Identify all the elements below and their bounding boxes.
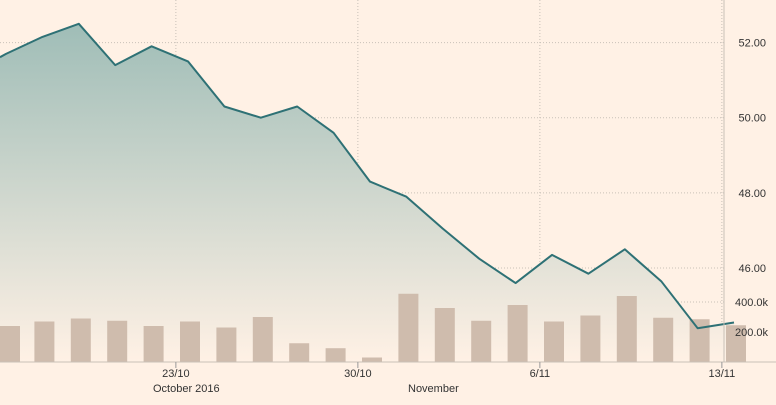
volume-bar [580, 315, 601, 362]
volume-bars [0, 293, 746, 362]
volume-bar [544, 321, 564, 362]
price-line [0, 22, 735, 330]
x-tick-label: 13/11 [709, 368, 736, 380]
volume-bar [325, 348, 346, 362]
volume-bar [507, 305, 528, 362]
volume-bar [653, 317, 674, 362]
x-tick-label: 30/10 [344, 368, 372, 380]
volume-bar [726, 325, 746, 362]
y-tick-label: 52.00 [738, 38, 766, 50]
volume-bar [252, 317, 273, 362]
volume-bar [362, 357, 382, 362]
volume-bar [289, 343, 310, 362]
volume-bar [434, 308, 455, 362]
volume-bar [34, 321, 55, 362]
volume-bar [616, 296, 637, 362]
period-label: October 2016 [153, 383, 220, 395]
volume-bar [216, 327, 237, 362]
price-line-group [0, 22, 735, 330]
volume-tick-label: 200.0k [735, 327, 769, 339]
volume-bar [107, 320, 128, 362]
volume-bar [471, 320, 492, 362]
volume-bar [143, 326, 164, 362]
volume-bar [0, 326, 20, 362]
price-area-fill [0, 23, 734, 363]
volume-bar [70, 318, 91, 362]
volume-bar [689, 319, 710, 362]
volume-bar [180, 321, 200, 362]
y-tick-label: 46.00 [738, 263, 766, 275]
axes: 46.00 48.00 50.00 52.00 200.0k 400.0k 23/10 30/… [0, 0, 776, 395]
volume-tick-label: 400.0k [735, 297, 769, 309]
y-tick-label: 48.00 [738, 188, 766, 200]
y-tick-label: 50.00 [738, 113, 766, 125]
price-area [0, 23, 734, 363]
x-tick-label: 23/10 [162, 368, 190, 380]
volume-bar [398, 293, 419, 362]
x-tick-label: 6/11 [530, 368, 551, 380]
period-label: November [408, 383, 459, 395]
